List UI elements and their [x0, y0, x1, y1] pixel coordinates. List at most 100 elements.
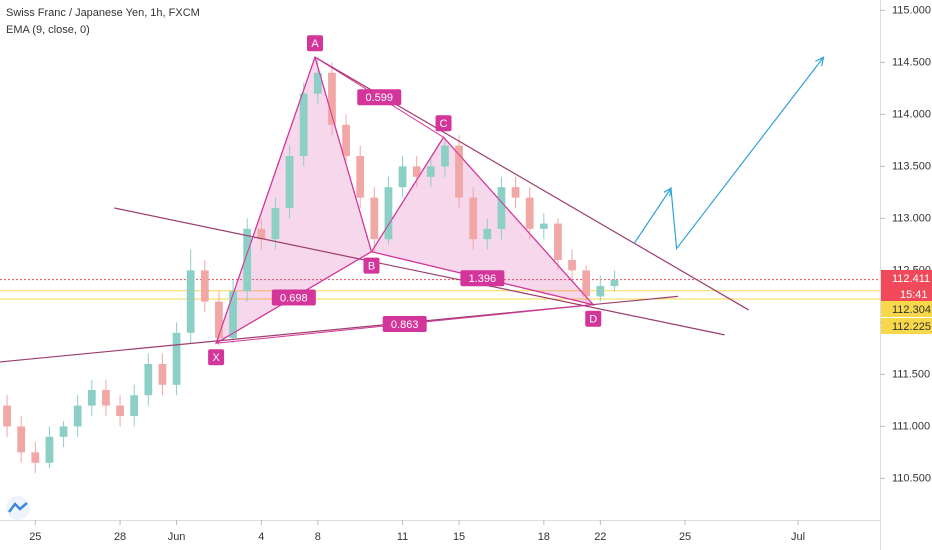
candle-body	[200, 270, 209, 302]
plot: 0.599 0.698 1.396 0.863 X A B C D	[0, 35, 880, 474]
x-tick-label: 11	[397, 531, 408, 543]
candle-body	[215, 301, 223, 338]
point-label: B	[368, 261, 375, 273]
x-tick-label: 28	[114, 531, 126, 543]
level-sublabel: 15:41	[900, 289, 928, 301]
x-tick-label: 25	[29, 531, 41, 543]
candle-body	[455, 145, 463, 198]
candle-body	[582, 270, 591, 297]
candle-body	[299, 93, 308, 156]
x-tick-label: 15	[453, 531, 465, 543]
candle-body	[554, 223, 562, 260]
level-tag	[881, 301, 932, 317]
x-tick-label: 4	[258, 531, 264, 543]
candle-body	[271, 208, 280, 240]
candle-body	[525, 197, 534, 229]
candle-body	[610, 279, 619, 286]
pattern-leg	[215, 57, 316, 344]
point-label: A	[311, 38, 319, 50]
logo	[6, 496, 30, 520]
candle-body	[356, 156, 365, 198]
x-tick-label: 22	[594, 531, 606, 543]
ratio-label-box	[382, 315, 427, 332]
candle-body	[243, 228, 252, 292]
ratio-label: 1.396	[469, 273, 497, 285]
candle-body	[87, 390, 96, 406]
x-tick-label: 25	[679, 531, 691, 543]
arrow-head	[815, 56, 825, 67]
candle-body	[17, 426, 26, 453]
candle-body	[483, 228, 492, 240]
level-label: 112.411	[892, 273, 930, 285]
candle-body	[398, 166, 407, 188]
candle-body	[257, 228, 266, 240]
candle-body	[596, 286, 605, 297]
x-tick-label: Jul	[791, 531, 805, 543]
candle-body	[384, 187, 393, 240]
x-tick-label: 8	[315, 531, 321, 543]
x-tick-label: Jun	[168, 531, 186, 543]
point-label-box	[306, 35, 323, 52]
candle-body	[59, 426, 68, 437]
point-label: C	[440, 118, 448, 130]
candle-body	[539, 223, 548, 229]
candle-body	[511, 187, 520, 198]
candle-body	[3, 405, 11, 427]
candle-body	[158, 364, 167, 385]
candle-body	[497, 187, 506, 229]
candle-body	[73, 405, 82, 427]
level-tag	[881, 286, 932, 302]
candle-body	[313, 72, 322, 94]
y-tick-label: 114.500	[892, 56, 931, 68]
candle-body	[568, 260, 576, 271]
candle-body	[186, 270, 195, 333]
candle-body	[144, 364, 153, 396]
candle-body	[172, 332, 181, 385]
level-tag	[881, 318, 932, 334]
arrow-head	[663, 187, 672, 197]
ratio-label: 0.863	[391, 319, 419, 331]
trend-line	[114, 207, 725, 336]
candle-body	[370, 197, 379, 240]
candle-body	[342, 124, 350, 156]
candle-body	[130, 395, 139, 416]
level-label: 112.225	[892, 321, 931, 333]
point-label: X	[212, 352, 220, 364]
y-tick-label: 113.500	[892, 160, 931, 172]
y-tick-label: 111.500	[892, 368, 930, 380]
point-label-box	[585, 310, 602, 327]
y-tick-label: 111.000	[892, 420, 930, 432]
level-label: 112.304	[892, 304, 931, 316]
candle-body	[229, 291, 237, 338]
candle-body	[116, 405, 124, 416]
candle-body	[285, 156, 294, 208]
candle-body	[31, 452, 40, 463]
y-tick-label: 115.000	[892, 4, 931, 16]
point-label-box	[435, 115, 452, 132]
level-tag	[881, 270, 932, 286]
candle-body	[102, 390, 110, 406]
point-label-box	[208, 349, 225, 366]
ratio-label: 0.698	[280, 292, 308, 304]
ratio-label-box	[357, 89, 402, 106]
candle-body	[441, 145, 449, 167]
indicator-label: EMA (9, close, 0)	[6, 24, 90, 36]
candle-body	[469, 197, 478, 240]
ratio-label-box	[271, 289, 316, 306]
ratio-label: 0.599	[365, 92, 393, 104]
point-label-box	[363, 257, 380, 274]
y-tick-label: 113.000	[892, 212, 931, 224]
ratio-label-box	[460, 270, 505, 287]
y-tick-label: 110.500	[892, 472, 931, 484]
pattern-leg	[314, 57, 372, 252]
point-label: D	[589, 314, 597, 326]
y-tick-label: 114.000	[892, 108, 931, 120]
chart-title: Swiss Franc / Japanese Yen, 1h, FXCM	[6, 7, 200, 19]
candle-body	[426, 166, 435, 177]
candle-body	[328, 72, 336, 125]
x-tick-label: 18	[538, 531, 550, 543]
candle-body	[412, 166, 421, 177]
pattern-leg	[443, 136, 594, 306]
pattern-leg	[371, 137, 444, 252]
